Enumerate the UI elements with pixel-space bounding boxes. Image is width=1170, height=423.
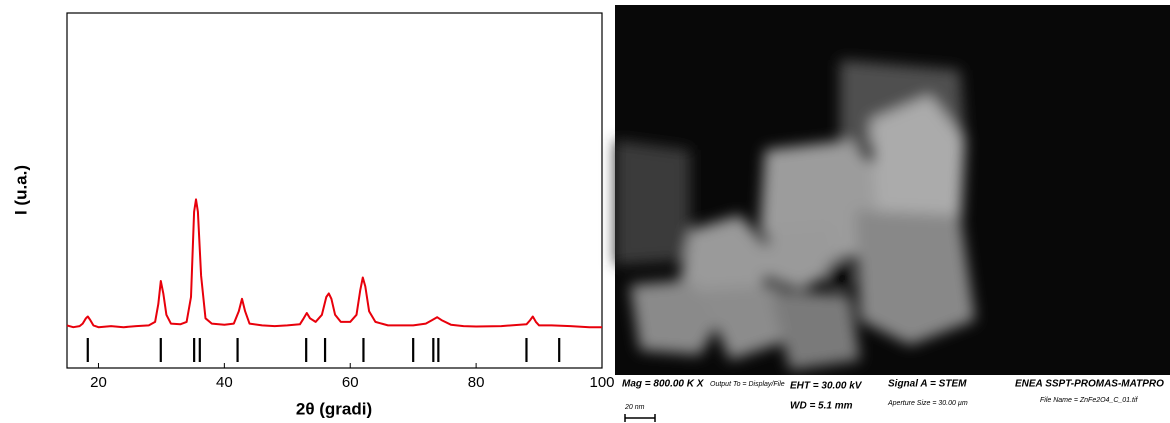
scale-bar — [624, 414, 656, 422]
x-tick-label: 40 — [216, 374, 233, 391]
aperture: Aperture Size = 30.00 µm — [887, 400, 968, 407]
x-tick-label: 60 — [342, 374, 359, 391]
grains — [615, 60, 975, 370]
lab: ENEA SSPT-PROMAS-MATPRO — [1015, 379, 1164, 390]
working-distance: WD = 5.1 mm — [790, 401, 853, 412]
micrograph: Mag = 800.00 K X Output To = Display/Fil… — [615, 5, 1170, 423]
x-axis-label: 2θ (gradi) — [296, 399, 372, 418]
file-name: File Name = ZnFe2O4_C_01.tif — [1040, 397, 1139, 404]
x-tick-label: 20 — [90, 374, 107, 391]
x-tick-label: 80 — [468, 374, 485, 391]
plot-frame — [66, 12, 603, 369]
scale-label: 20 nm — [624, 404, 645, 411]
xrd-curve — [66, 198, 602, 329]
signal: Signal A = STEM — [888, 379, 967, 390]
xrd-chart: 2θ (gradi) I (u.a.) 20 40 60 80 100 — [11, 12, 615, 418]
info-bar — [615, 375, 1170, 423]
y-axis-label: I (u.a.) — [11, 165, 30, 215]
magnification: Mag = 800.00 K X — [622, 379, 705, 390]
x-tick-label: 100 — [589, 374, 614, 391]
output: Output To = Display/File — [710, 381, 785, 388]
eht: EHT = 30.00 kV — [790, 381, 863, 392]
